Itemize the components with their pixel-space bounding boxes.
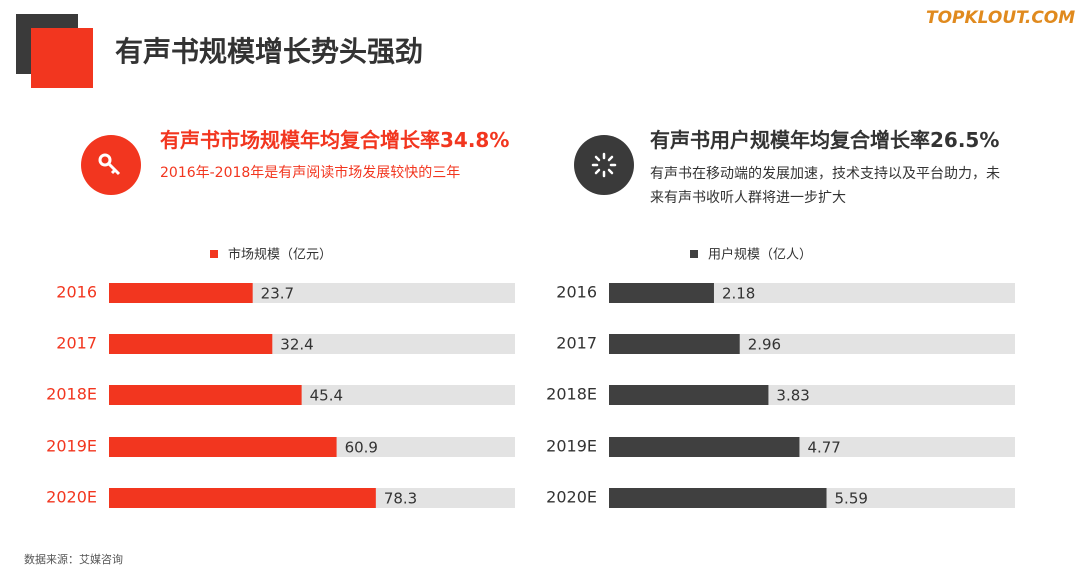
page-title: 有声书规模增长势头强劲 xyxy=(115,35,424,68)
logo: TOPKLOUT.COM xyxy=(926,8,1076,28)
left-subtitle: 2016年-2018年是有声阅读市场发展较快的三年 xyxy=(160,165,461,181)
legend-swatch xyxy=(690,250,698,258)
bar xyxy=(609,334,740,354)
bar xyxy=(609,385,769,405)
category-label: 2016 xyxy=(56,283,97,302)
bar xyxy=(109,437,337,457)
category-label: 2019E xyxy=(46,437,97,456)
category-label: 2020E xyxy=(546,488,597,507)
value-label: 3.83 xyxy=(776,387,809,405)
category-label: 2017 xyxy=(56,334,97,353)
value-label: 60.9 xyxy=(345,439,378,457)
value-label: 23.7 xyxy=(261,285,294,303)
legend-swatch xyxy=(210,250,218,258)
value-label: 78.3 xyxy=(384,490,417,508)
spinner-glyph xyxy=(591,152,617,178)
right-subtitle: 有声书在移动端的发展加速，技术支持以及平台助力，未来有声书收听人群将进一步扩大 xyxy=(650,166,1000,206)
value-label: 32.4 xyxy=(280,336,313,354)
source-note: 数据来源：艾媒咨询 xyxy=(24,553,123,566)
bar xyxy=(109,283,253,303)
bar xyxy=(609,283,714,303)
category-label: 2019E xyxy=(546,437,597,456)
category-label: 2018E xyxy=(46,385,97,404)
title-deco-red xyxy=(31,28,93,88)
value-label: 45.4 xyxy=(310,387,343,405)
bar xyxy=(109,488,376,508)
value-label: 5.59 xyxy=(835,490,868,508)
left-heading: 有声书市场规模年均复合增长率34.8% xyxy=(160,128,510,152)
category-label: 2017 xyxy=(556,334,597,353)
category-label: 2016 xyxy=(556,283,597,302)
key-glyph xyxy=(98,153,121,176)
legend-label: 用户规模（亿人） xyxy=(708,247,812,263)
value-label: 2.96 xyxy=(748,336,781,354)
bar xyxy=(109,334,273,354)
bar xyxy=(609,437,800,457)
bar xyxy=(109,385,302,405)
category-label: 2018E xyxy=(546,385,597,404)
bar xyxy=(609,488,827,508)
right-heading: 有声书用户规模年均复合增长率26.5% xyxy=(650,128,1000,152)
value-label: 2.18 xyxy=(722,285,755,303)
spinner-icon xyxy=(574,135,634,195)
value-label: 4.77 xyxy=(807,439,840,457)
category-label: 2020E xyxy=(46,488,97,507)
legend-label: 市场规模（亿元） xyxy=(228,247,332,263)
